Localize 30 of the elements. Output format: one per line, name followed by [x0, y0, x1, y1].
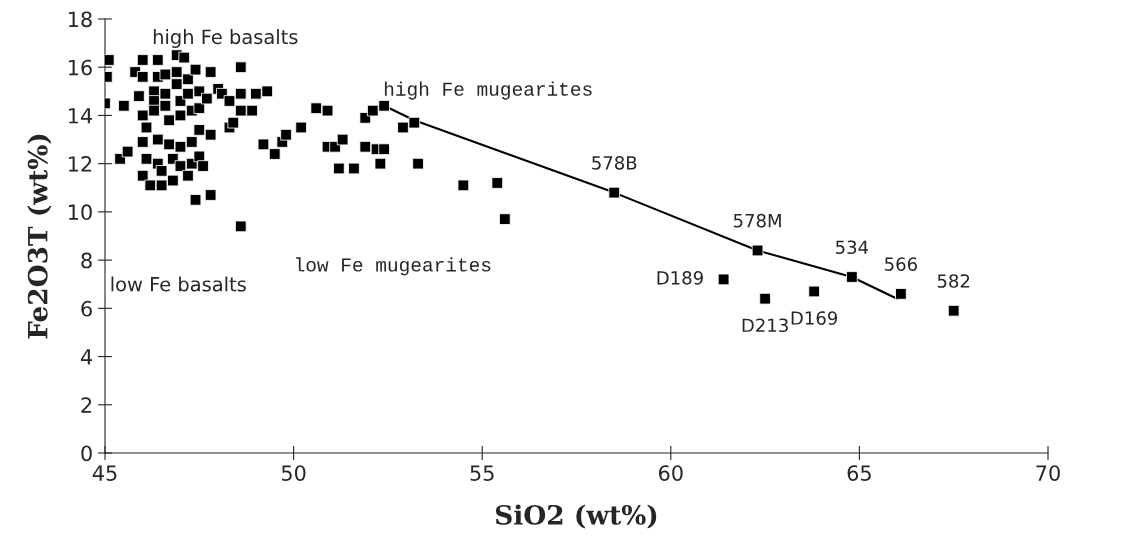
y-tick-label: 4: [80, 349, 93, 365]
x-tick-label: 70: [1036, 465, 1060, 481]
annotation: D169: [791, 311, 838, 325]
y-tick-label: 10: [68, 204, 92, 221]
x-tick-label: 45: [92, 465, 117, 481]
annotation: 578M: [733, 213, 781, 228]
x-tick-label: 65: [847, 465, 871, 481]
y-tick-label: 14: [68, 108, 93, 124]
annotation: 566: [885, 257, 917, 271]
y-tick-label: 0: [81, 445, 92, 462]
x-axis-title: SiO2 (wt%): [495, 504, 657, 529]
x-tick-label: 60: [659, 465, 683, 481]
x-tick-label: 55: [470, 465, 494, 481]
annotation: D213: [742, 318, 788, 333]
y-tick-label: 12: [68, 156, 92, 172]
annotation: 582: [937, 274, 970, 288]
x-tick-label: 50: [281, 465, 306, 481]
annotation: high Fe basalts: [153, 29, 298, 48]
annotation: low Fe basalts: [111, 276, 246, 292]
y-axis-title: Fe2O3T (wt%): [27, 134, 52, 339]
annotation: 578B: [592, 156, 637, 170]
y-tick-label: 8: [81, 252, 92, 269]
annotation: 534: [836, 240, 869, 255]
y-tick-label: 6: [81, 300, 92, 317]
annotation: high Fe mugearites: [384, 81, 592, 100]
y-tick-label: 18: [68, 11, 92, 28]
y-tick-label: 16: [68, 59, 92, 76]
annotation: low Fe mugearites: [296, 257, 491, 276]
annotation: D189: [657, 270, 703, 285]
y-tick-label: 2: [81, 397, 92, 413]
